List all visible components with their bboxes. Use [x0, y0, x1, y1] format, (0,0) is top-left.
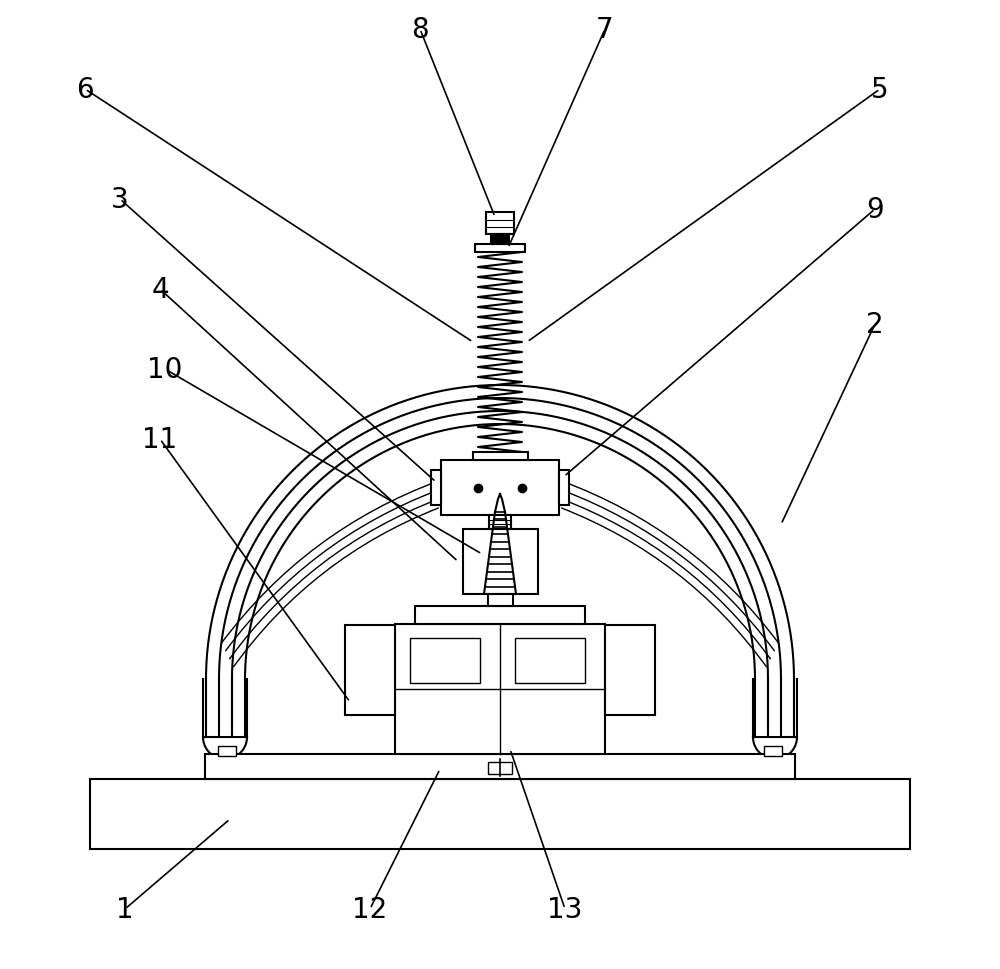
Bar — [441, 460, 559, 516]
Text: 6: 6 — [76, 76, 94, 104]
Text: 11: 11 — [142, 425, 178, 453]
Bar — [491, 234, 509, 245]
Bar — [488, 763, 512, 774]
Bar — [605, 625, 655, 715]
Bar — [431, 471, 441, 506]
Text: 9: 9 — [866, 196, 884, 224]
Bar — [218, 746, 236, 756]
Text: 5: 5 — [871, 76, 889, 104]
Text: 10: 10 — [147, 356, 183, 384]
Text: 8: 8 — [411, 16, 429, 44]
Bar — [90, 779, 910, 849]
Text: 13: 13 — [547, 895, 583, 923]
Bar — [395, 624, 605, 754]
Bar — [345, 625, 395, 715]
Text: 3: 3 — [111, 186, 129, 214]
Bar — [415, 607, 585, 624]
Bar — [410, 638, 480, 683]
Bar — [515, 638, 585, 683]
Bar — [488, 594, 513, 607]
Text: 1: 1 — [116, 895, 134, 923]
Bar — [559, 471, 569, 506]
Bar — [473, 453, 528, 460]
Bar — [764, 746, 782, 756]
Bar — [463, 529, 538, 594]
Text: 2: 2 — [866, 311, 884, 338]
Bar — [205, 754, 795, 779]
Bar — [486, 213, 514, 234]
Bar — [489, 516, 511, 529]
Text: 4: 4 — [151, 276, 169, 303]
Text: 7: 7 — [596, 16, 614, 44]
Bar — [475, 245, 525, 253]
Text: 12: 12 — [352, 895, 388, 923]
